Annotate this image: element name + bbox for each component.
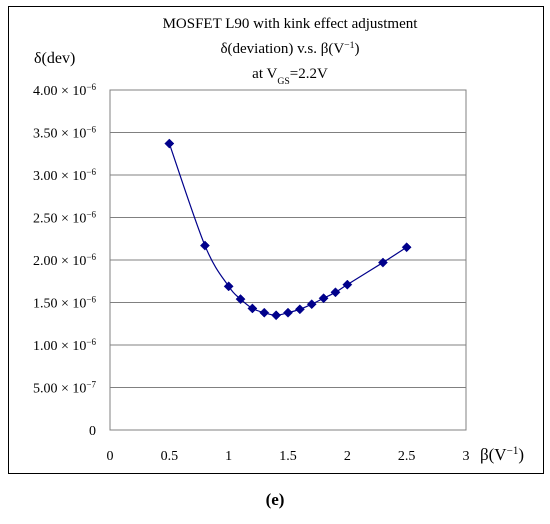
y-axis-label: δ(dev) [34,50,75,67]
y-tick-label: 3.00 × 10−6 [33,167,96,184]
x-tick-label: 3 [463,449,470,464]
chart-title-line: δ(deviation) v.s. β(V−1) [220,40,359,58]
y-tick-label: 1.00 × 10−6 [33,337,96,354]
data-point-diamond [306,299,317,310]
chart: 0 5.00 × 10−7 1.00 × 10−6 1.50 × 10−6 2.00 ×… [33,16,524,464]
data-point-diamond [294,304,305,315]
data-point-diamond [330,287,341,298]
figure-caption: (e) [265,490,285,509]
y-tick-label: 2.00 × 10−6 [33,252,96,269]
x-tick-label: 0.5 [161,449,179,464]
data-point-diamond [235,294,246,305]
data-point-diamond [271,310,282,321]
data-point-diamond [199,240,210,251]
chart-title-line: MOSFET L90 with kink effect adjustment [163,16,419,32]
x-axis-label: β(V−1) [480,445,524,464]
x-tick-label: 0 [107,449,114,464]
data-point-diamond [164,138,175,149]
plot-border [109,89,467,431]
data-point-diamond [318,293,329,304]
y-tick-label: 1.50 × 10−6 [33,295,96,312]
y-tick-label: 0 [89,424,96,439]
data-point-diamond [401,242,412,253]
x-tick-label: 1.5 [279,449,297,464]
data-point-diamond [247,303,258,314]
data-point-diamond [283,307,293,318]
x-tick-label: 2 [344,449,351,464]
y-tick-label: 2.50 × 10−6 [33,210,96,227]
data-point-diamond [342,279,353,290]
y-tick-label: 5.00 × 10−7 [33,380,96,397]
chart-title-line: at VGS=2.2V [252,66,328,87]
x-tick-label: 2.5 [398,449,416,464]
y-tick-label: 3.50 × 10−6 [33,125,96,142]
data-point-diamond [259,307,270,318]
y-tick-label: 4.00 × 10−6 [33,82,96,99]
data-point-diamond [223,281,234,292]
data-point-diamond [377,257,388,268]
x-tick-label: 1 [225,449,232,464]
